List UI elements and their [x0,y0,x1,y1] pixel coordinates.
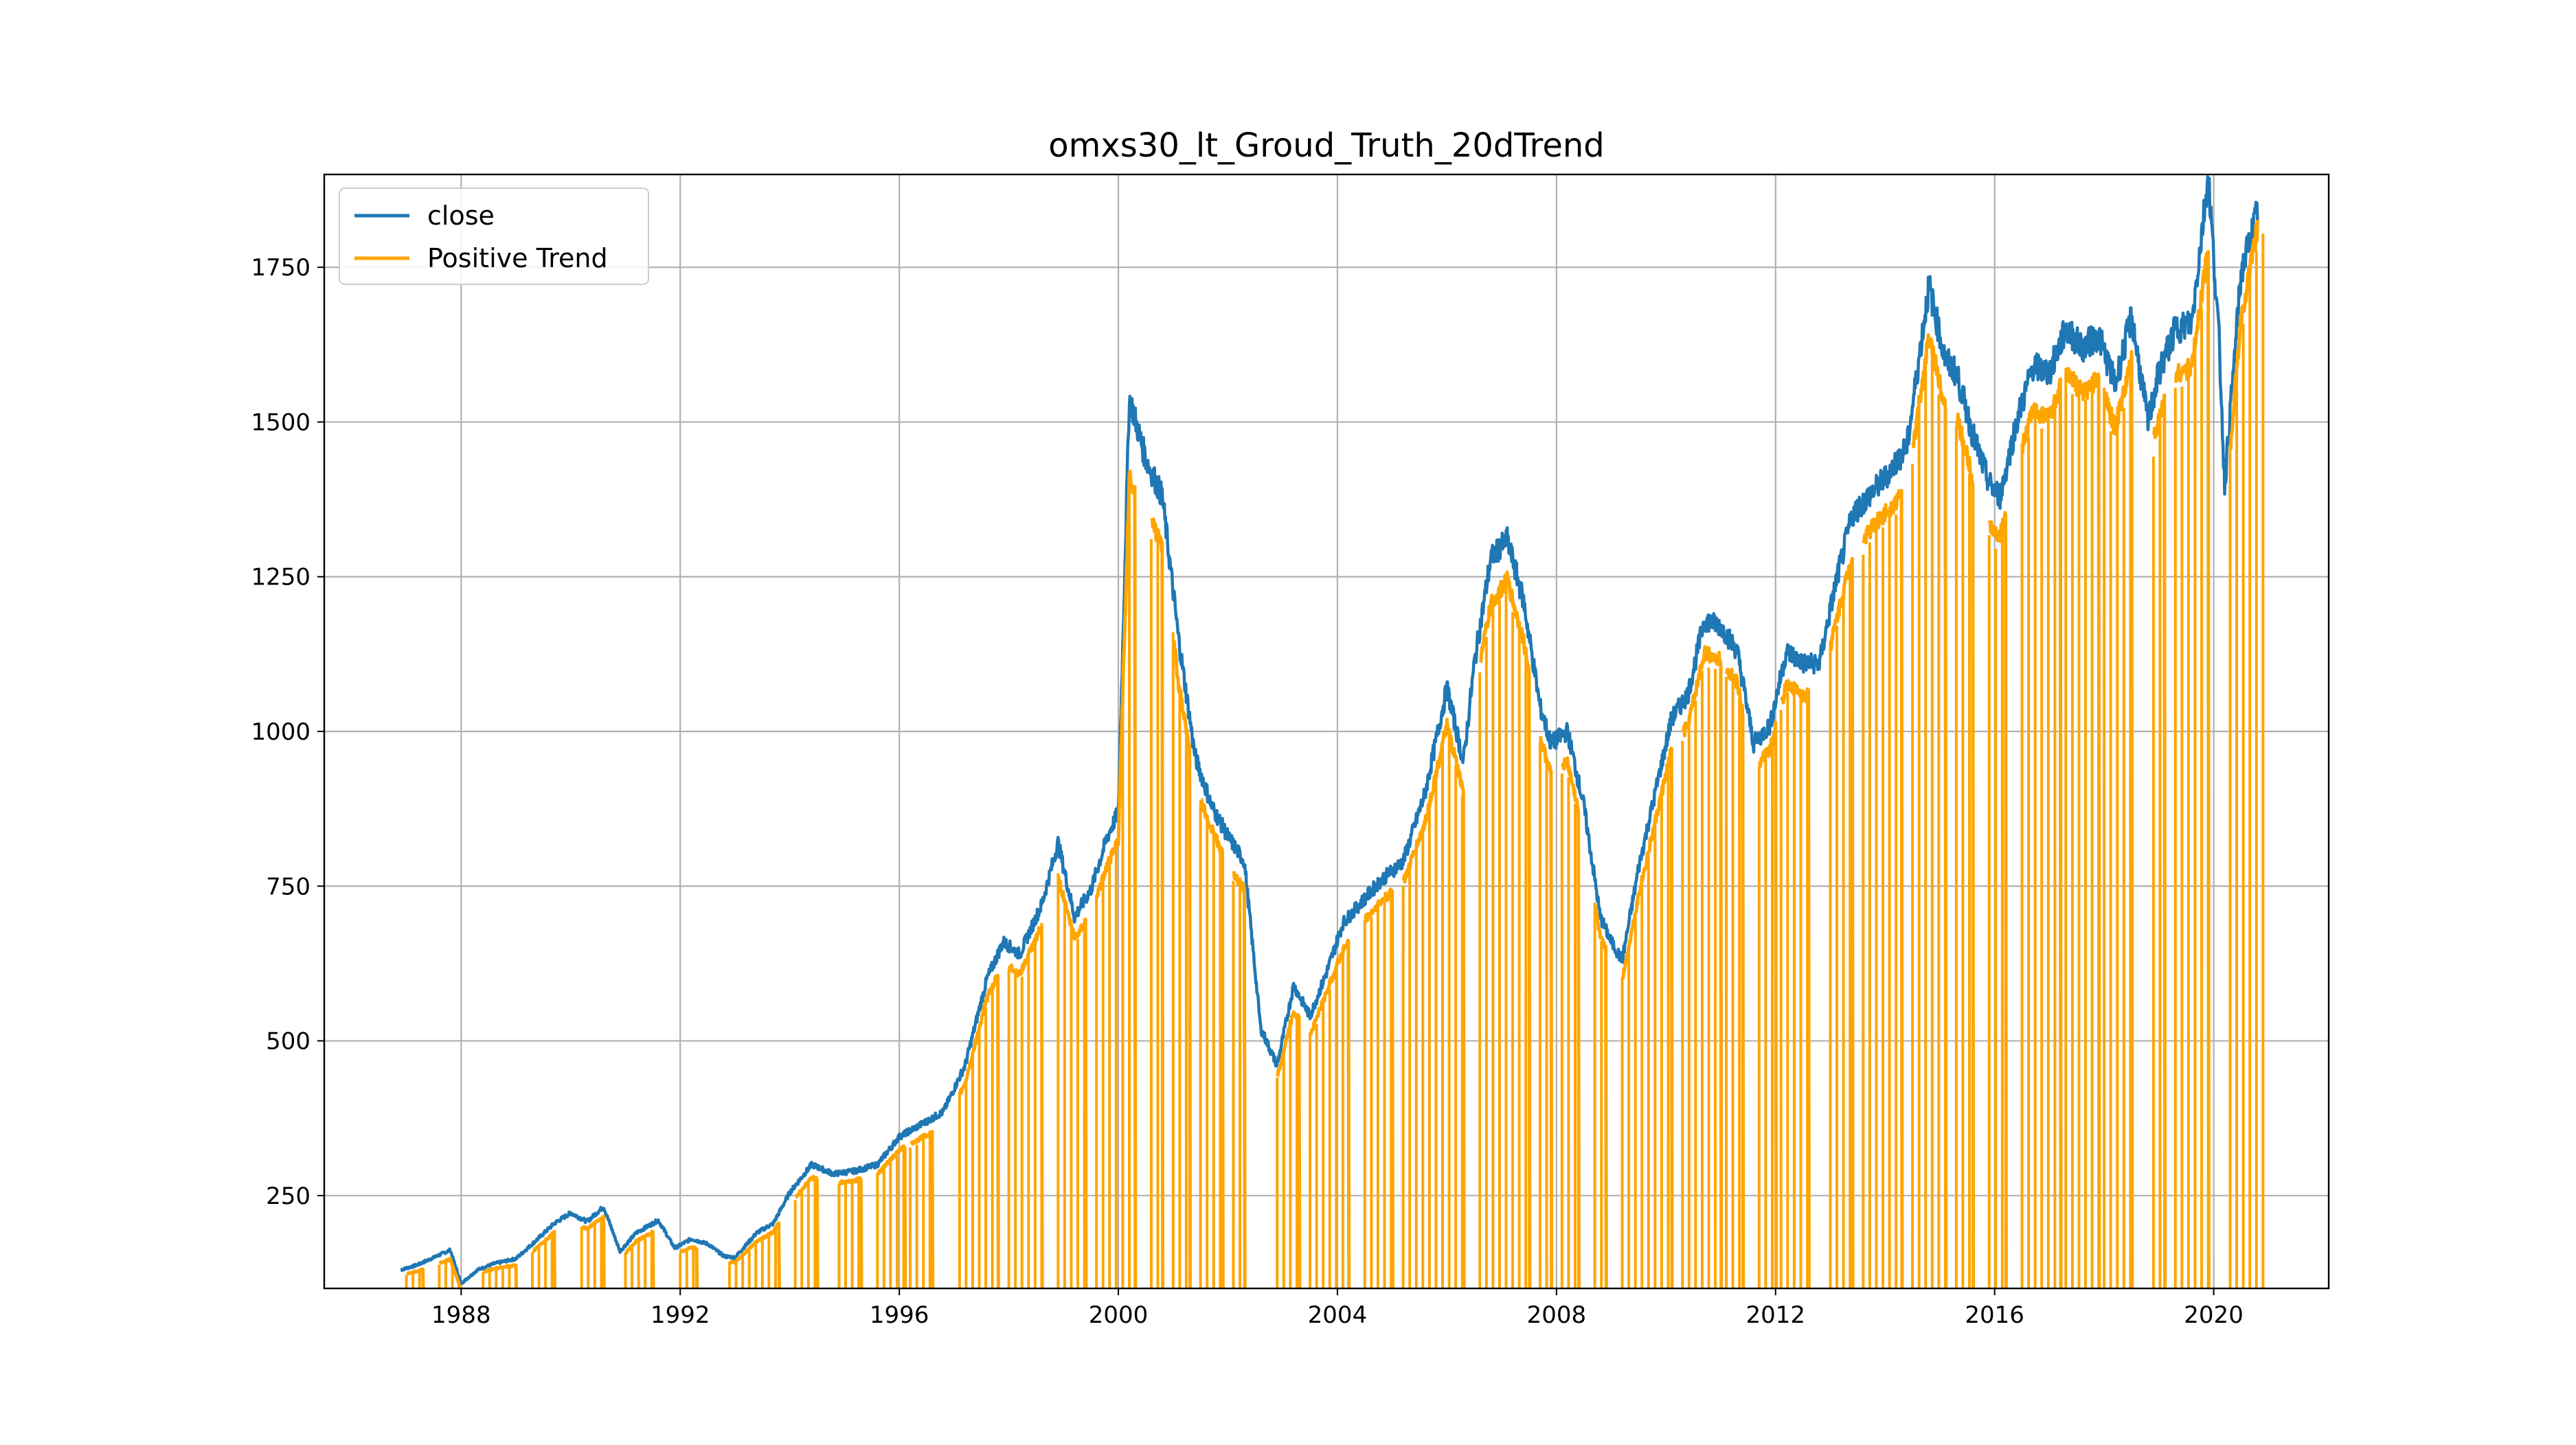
y-tick-label: 750 [266,873,310,900]
y-tick-label: 1250 [251,564,310,591]
x-tick-label: 1996 [870,1301,929,1329]
x-tick-label: 1992 [651,1301,710,1329]
legend-label: Positive Trend [427,243,608,273]
legend-box [339,187,649,285]
legend-label: close [427,201,495,231]
x-tick-label: 2008 [1527,1301,1587,1329]
axis-ticks: 1988 1992 1996 2000 2004 2008 2012 2016 2020 250 5… [251,254,2243,1329]
chart-title: omxs30_lt_Groud_Truth_20dTrend [1048,126,1604,165]
x-tick-label: 2004 [1308,1301,1368,1329]
y-tick-label: 1000 [251,718,310,746]
y-tick-label: 1750 [251,254,310,282]
series-line-close [400,174,2259,1286]
y-tick-label: 250 [266,1183,310,1210]
plot-area [400,174,2265,1288]
x-tick-label: 2020 [2184,1301,2244,1329]
x-tick-label: 2000 [1089,1301,1149,1329]
x-tick-label: 2012 [1745,1301,1805,1329]
legend: close Positive Trend [339,187,649,285]
y-tick-label: 500 [266,1028,310,1056]
y-tick-label: 1500 [251,409,310,436]
x-tick-label: 1988 [431,1301,491,1329]
x-tick-label: 2016 [1965,1301,2024,1329]
